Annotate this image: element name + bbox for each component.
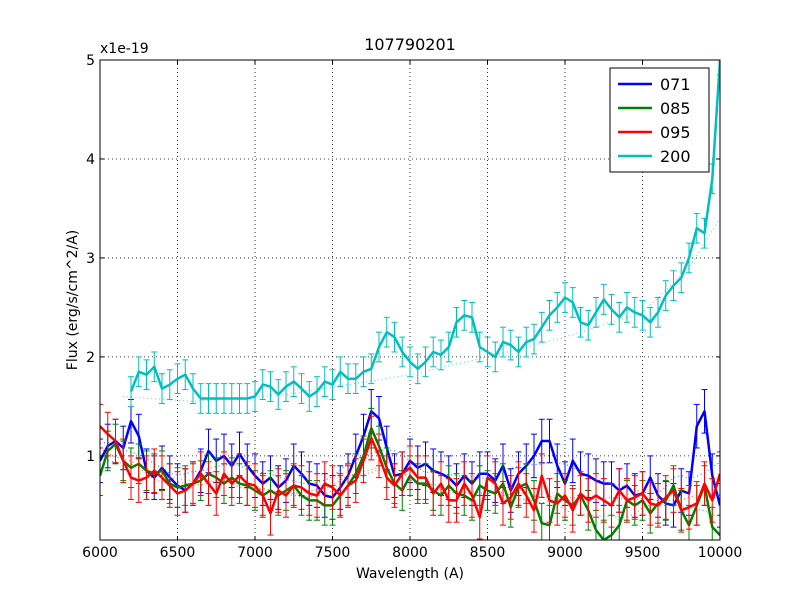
series-071-fit-line — [100, 441, 720, 494]
series-layer — [100, 60, 720, 540]
legend-label-071: 071 — [660, 75, 691, 94]
x-tick-label: 6000 — [82, 545, 118, 561]
x-tick-label: 8500 — [470, 545, 506, 561]
x-tick-label: 8000 — [392, 545, 428, 561]
legend-box — [609, 67, 710, 173]
y-tick-label: 2 — [86, 350, 95, 366]
x-tick-label: 6500 — [160, 545, 196, 561]
offset-label: x1e-19 — [100, 41, 149, 57]
x-tick-label: 9500 — [625, 545, 661, 561]
x-tick-label: 9000 — [547, 545, 583, 561]
series-200 — [123, 60, 720, 414]
ticks: 6000 6500 7000 7500 8000 8500 9000 9500 10000 1 2 3… — [82, 53, 742, 561]
chart-title: 107790201 — [364, 35, 456, 54]
series-095 — [100, 403, 720, 540]
x-tick-label: 7000 — [237, 545, 273, 561]
y-tick-label: 3 — [86, 251, 95, 267]
legend-label-200: 200 — [660, 147, 691, 166]
y-tick-label: 1 — [86, 449, 95, 465]
legend: 071 085 095 200 — [609, 67, 710, 173]
y-tick-label: 4 — [86, 152, 95, 168]
x-axis-label: Wavelength (A) — [356, 566, 464, 582]
x-tick-label: 7500 — [315, 545, 351, 561]
y-axis-label: Flux (erg/s/cm^2/A) — [65, 230, 81, 370]
x-tick-label: 10000 — [698, 545, 743, 561]
legend-label-085: 085 — [660, 99, 691, 118]
legend-label-095: 095 — [660, 123, 691, 142]
series-095-line — [100, 425, 720, 519]
y-tick-label: 5 — [86, 53, 95, 69]
series-200-line — [129, 60, 720, 400]
